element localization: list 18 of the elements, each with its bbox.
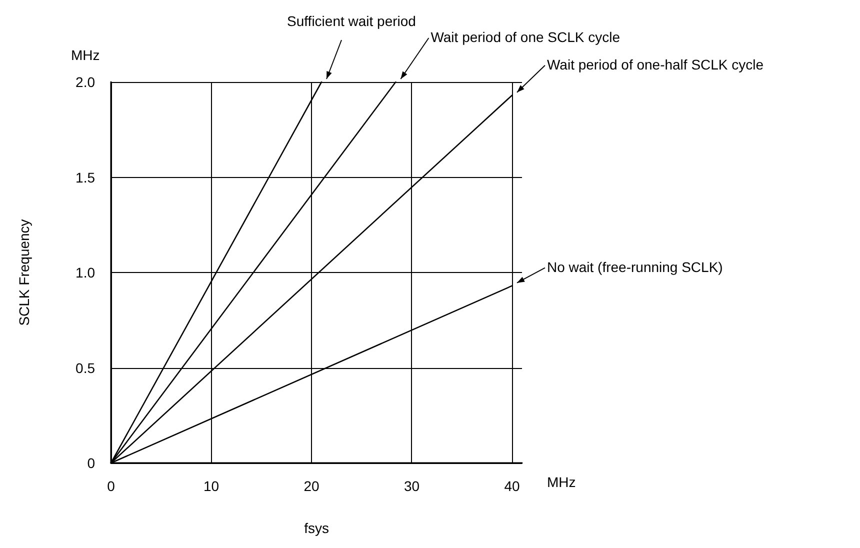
annotation: Wait period of one SCLK cycle [430,29,620,45]
y-tick-label: 1.0 [76,264,96,280]
x-tick-label: 30 [404,478,420,494]
text: MHz [547,474,576,490]
y-tick-label: 2.0 [76,74,96,90]
y-axis-title: SCLK Frequency [16,219,32,326]
x-tick-label: 10 [203,478,220,494]
annotation: Wait period of one-half SCLK cycle [546,56,764,72]
x-axis-title: fsys [304,520,329,536]
text: MHz [71,47,100,63]
y-tick-label: 0.5 [76,360,96,376]
y-tick-label: 0 [87,455,96,471]
y-tick-label: 1.5 [76,169,96,186]
annotation: Sufficient wait period [287,13,416,29]
annotation: No wait (free-running SCLK) [546,258,723,275]
x-tick-label: 40 [504,478,520,494]
x-tick-label: 0 [107,478,116,494]
x-tick-label: 20 [304,478,320,494]
